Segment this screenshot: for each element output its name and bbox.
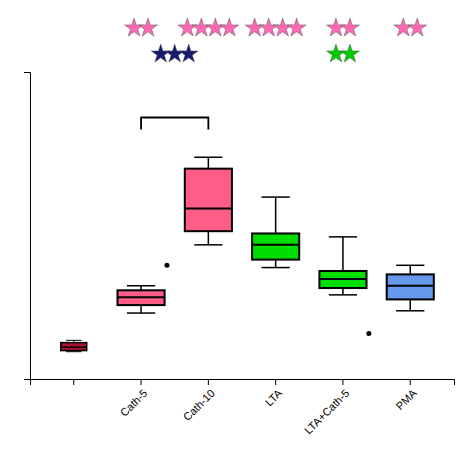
median: [319, 278, 366, 280]
box: [319, 237, 371, 336]
box-body: [252, 233, 299, 259]
box: [387, 265, 434, 310]
whisker-cap: [66, 340, 82, 341]
point: [366, 331, 371, 336]
whisker: [140, 305, 142, 313]
whisker: [410, 265, 412, 274]
stars: [125, 18, 427, 62]
whisker-cap: [66, 351, 82, 352]
star: [125, 18, 144, 36]
x-tick-label: Cath-5: [118, 387, 150, 419]
x-axis: Cath-5 Cath-10 LTA LTA+Cath-5 PMA: [31, 379, 455, 436]
whisker-cap: [127, 285, 155, 287]
x-axis-line: [31, 380, 455, 386]
point: [164, 263, 169, 268]
star: [178, 18, 197, 36]
whisker: [342, 237, 344, 271]
star: [245, 18, 264, 36]
whisker-cap: [262, 267, 290, 269]
x-tick-mark: [275, 379, 276, 385]
x-tick: [73, 379, 74, 385]
x-tick-mark: [342, 379, 343, 385]
whisker: [208, 231, 210, 245]
box-body: [117, 290, 164, 305]
box: [117, 263, 169, 313]
box-body: [319, 271, 366, 288]
whisker-cap: [194, 244, 222, 246]
star: [408, 18, 427, 36]
x-tick-label: PMA: [393, 386, 419, 412]
x-tick-mark: [410, 379, 411, 385]
y-axis: [24, 73, 31, 380]
whisker: [208, 157, 210, 168]
star: [341, 44, 360, 62]
y-axis-line: [24, 73, 31, 380]
whisker-cap: [329, 236, 357, 238]
star: [179, 44, 198, 62]
x-tick-label: LTA: [263, 386, 285, 408]
bracket-line: [141, 117, 208, 129]
x-tick-mark: [141, 379, 142, 385]
bracket: [141, 117, 208, 129]
whisker-cap: [396, 310, 424, 312]
box: [252, 197, 299, 267]
median: [252, 244, 299, 246]
x-tick-mark: [208, 379, 209, 385]
whisker-cap: [127, 312, 155, 314]
median: [185, 207, 232, 209]
star: [273, 18, 292, 36]
plot-area: [61, 117, 434, 351]
median: [117, 296, 164, 298]
whisker: [275, 197, 277, 233]
x-tick: PMA: [393, 379, 419, 412]
whisker-cap: [262, 196, 290, 198]
star: [192, 18, 211, 36]
whisker-cap: [194, 157, 222, 159]
star: [327, 44, 346, 62]
star: [151, 44, 170, 62]
median: [61, 346, 87, 348]
star: [220, 18, 239, 36]
star: [341, 18, 360, 36]
whisker: [410, 299, 412, 310]
chart: Cath-5 Cath-10 LTA LTA+Cath-5 PMA: [0, 0, 474, 474]
box: [61, 340, 87, 351]
star: [394, 18, 413, 36]
x-tick: LTA: [263, 379, 285, 408]
star: [206, 18, 225, 36]
x-tick-label: LTA+Cath-5: [302, 387, 351, 436]
box-body: [387, 274, 434, 299]
x-tick-mark: [73, 379, 74, 385]
x-tick: Cath-10: [181, 379, 217, 423]
whisker-cap: [329, 294, 357, 296]
whisker: [342, 288, 344, 295]
x-tick: Cath-5: [118, 379, 150, 419]
star: [139, 18, 158, 36]
star: [327, 18, 346, 36]
box: [185, 157, 232, 245]
box-body: [185, 169, 232, 232]
median: [387, 285, 434, 287]
x-tick-label: Cath-10: [181, 387, 217, 423]
box-body: [61, 343, 87, 351]
x-tick: LTA+Cath-5: [302, 379, 351, 436]
whisker: [275, 260, 277, 268]
star: [259, 18, 278, 36]
star: [287, 18, 306, 36]
star: [165, 44, 184, 62]
whisker-cap: [396, 265, 424, 267]
